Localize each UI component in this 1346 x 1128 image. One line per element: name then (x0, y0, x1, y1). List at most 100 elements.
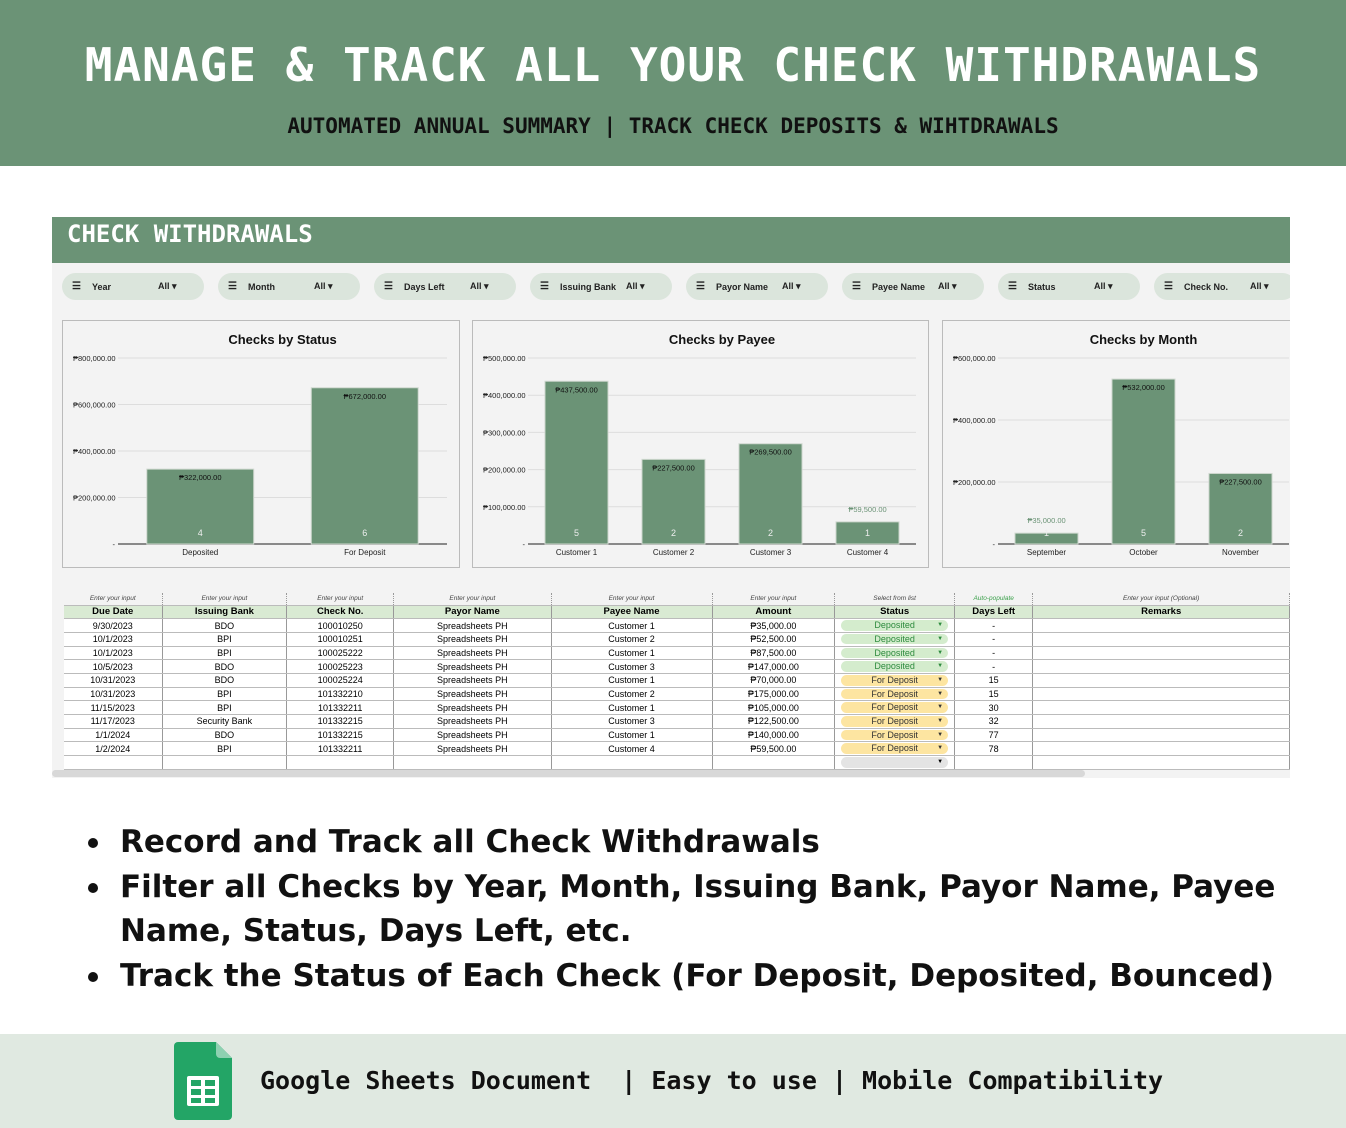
table-cell[interactable]: 1/2/2024 (64, 741, 163, 757)
table-cell[interactable]: 1/1/2024 (64, 728, 163, 743)
table-cell[interactable]: Customer 3 (551, 659, 713, 674)
table-cell[interactable]: 15 (954, 673, 1034, 688)
table-cell[interactable]: - (954, 659, 1034, 674)
table-cell[interactable] (162, 755, 288, 770)
status-dropdown[interactable]: For Deposit ▼ (841, 716, 949, 727)
table-cell[interactable]: 100025224 (286, 673, 395, 688)
status-dropdown[interactable]: For Deposit ▼ (841, 729, 949, 741)
table-cell[interactable] (393, 755, 552, 770)
table-cell[interactable] (1032, 700, 1290, 715)
filter-month[interactable]: ☰ Month All ▾ (218, 273, 360, 300)
table-cell[interactable] (64, 755, 163, 770)
filter-value-dropdown[interactable]: All ▾ (782, 281, 801, 291)
filter-check-no-[interactable]: ☰ Check No. All ▾ (1154, 273, 1290, 300)
table-cell[interactable]: 9/30/2023 (64, 618, 163, 633)
filter-payee-name[interactable]: ☰ Payee Name All ▾ (842, 273, 984, 300)
table-cell[interactable]: ₱175,000.00 (712, 687, 836, 702)
filter-value-dropdown[interactable]: All ▾ (938, 281, 957, 291)
table-cell[interactable] (954, 755, 1034, 770)
table-cell[interactable]: Spreadsheets PH (393, 618, 552, 633)
table-cell[interactable]: 10/31/2023 (64, 687, 163, 702)
status-cell[interactable]: For Deposit ▼ (834, 700, 956, 715)
table-cell[interactable]: 10/31/2023 (64, 673, 163, 688)
table-cell[interactable]: 100010251 (286, 632, 395, 647)
table-cell[interactable] (1032, 755, 1290, 770)
status-dropdown[interactable]: Deposited ▼ (841, 647, 949, 659)
table-cell[interactable]: Customer 4 (551, 741, 713, 757)
table-cell[interactable]: Customer 1 (551, 673, 713, 688)
table-cell[interactable]: 77 (954, 728, 1034, 743)
table-cell[interactable]: Spreadsheets PH (393, 700, 552, 715)
status-cell[interactable]: For Deposit ▼ (834, 728, 956, 743)
table-cell[interactable]: BPI (162, 646, 288, 661)
table-cell[interactable]: Customer 2 (551, 632, 713, 647)
horizontal-scrollbar[interactable] (52, 770, 1085, 777)
table-cell[interactable]: BDO (162, 659, 288, 674)
status-cell[interactable]: For Deposit ▼ (834, 714, 956, 729)
table-cell[interactable]: 78 (954, 741, 1034, 757)
table-cell[interactable]: Spreadsheets PH (393, 632, 552, 647)
table-cell[interactable]: ₱140,000.00 (712, 728, 836, 743)
filter-year[interactable]: ☰ Year All ▾ (62, 273, 204, 300)
filter-value-dropdown[interactable]: All ▾ (1250, 281, 1269, 291)
table-cell[interactable] (1032, 673, 1290, 688)
table-cell[interactable]: Security Bank (162, 714, 288, 729)
table-cell[interactable]: 15 (954, 687, 1034, 702)
table-cell[interactable] (1032, 714, 1290, 729)
status-cell[interactable]: Deposited ▼ (834, 659, 956, 674)
table-cell[interactable]: BPI (162, 741, 288, 757)
table-cell[interactable]: Spreadsheets PH (393, 714, 552, 729)
table-cell[interactable]: Spreadsheets PH (393, 687, 552, 702)
status-cell[interactable]: Deposited ▼ (834, 618, 956, 633)
table-cell[interactable]: ₱35,000.00 (712, 618, 836, 633)
table-cell[interactable]: ₱147,000.00 (712, 659, 836, 674)
table-cell[interactable]: ₱105,000.00 (712, 700, 836, 715)
table-cell[interactable]: BDO (162, 618, 288, 633)
status-dropdown[interactable]: For Deposit ▼ (841, 702, 949, 713)
table-cell[interactable]: Spreadsheets PH (393, 659, 552, 674)
status-dropdown[interactable]: For Deposit ▼ (841, 688, 949, 700)
table-cell[interactable]: 11/17/2023 (64, 714, 163, 729)
table-cell[interactable]: Spreadsheets PH (393, 741, 552, 757)
table-cell[interactable]: 32 (954, 714, 1034, 729)
table-cell[interactable]: ₱59,500.00 (712, 741, 836, 757)
status-cell[interactable]: Deposited ▼ (834, 632, 956, 647)
status-dropdown[interactable]: Deposited ▼ (841, 620, 949, 631)
status-dropdown[interactable]: For Deposit ▼ (841, 675, 949, 686)
table-cell[interactable] (1032, 687, 1290, 702)
table-cell[interactable]: Customer 3 (551, 714, 713, 729)
table-cell[interactable]: Spreadsheets PH (393, 728, 552, 743)
table-cell[interactable]: Customer 2 (551, 687, 713, 702)
table-cell[interactable]: 10/1/2023 (64, 632, 163, 647)
table-cell[interactable] (1032, 618, 1290, 633)
table-cell[interactable]: 11/15/2023 (64, 700, 163, 715)
table-cell[interactable]: Customer 1 (551, 646, 713, 661)
filter-days-left[interactable]: ☰ Days Left All ▾ (374, 273, 516, 300)
table-cell[interactable] (1032, 632, 1290, 647)
table-cell[interactable]: Spreadsheets PH (393, 646, 552, 661)
table-cell[interactable]: ₱52,500.00 (712, 632, 836, 647)
filter-value-dropdown[interactable]: All ▾ (1094, 281, 1113, 291)
table-cell[interactable] (1032, 646, 1290, 661)
table-cell[interactable] (1032, 728, 1290, 743)
status-cell[interactable]: Deposited ▼ (834, 646, 956, 661)
table-cell[interactable]: ₱122,500.00 (712, 714, 836, 729)
table-cell[interactable]: 10/1/2023 (64, 646, 163, 661)
status-dropdown[interactable]: For Deposit ▼ (841, 743, 949, 754)
table-cell[interactable]: BPI (162, 632, 288, 647)
table-cell[interactable]: 10/5/2023 (64, 659, 163, 674)
table-cell[interactable]: 101332215 (286, 714, 395, 729)
filter-value-dropdown[interactable]: All ▾ (314, 281, 333, 291)
table-cell[interactable] (551, 755, 713, 770)
table-cell[interactable]: 101332215 (286, 728, 395, 743)
table-cell[interactable]: 30 (954, 700, 1034, 715)
filter-value-dropdown[interactable]: All ▾ (626, 281, 645, 291)
table-cell[interactable]: - (954, 646, 1034, 661)
table-cell[interactable] (1032, 659, 1290, 674)
filter-issuing-bank[interactable]: ☰ Issuing Bank All ▾ (530, 273, 672, 300)
table-cell[interactable]: ₱87,500.00 (712, 646, 836, 661)
status-dropdown[interactable]: ▼ (841, 757, 949, 768)
status-dropdown[interactable]: Deposited ▼ (841, 633, 949, 645)
status-dropdown[interactable]: Deposited ▼ (841, 661, 949, 672)
table-cell[interactable]: Customer 1 (551, 700, 713, 715)
